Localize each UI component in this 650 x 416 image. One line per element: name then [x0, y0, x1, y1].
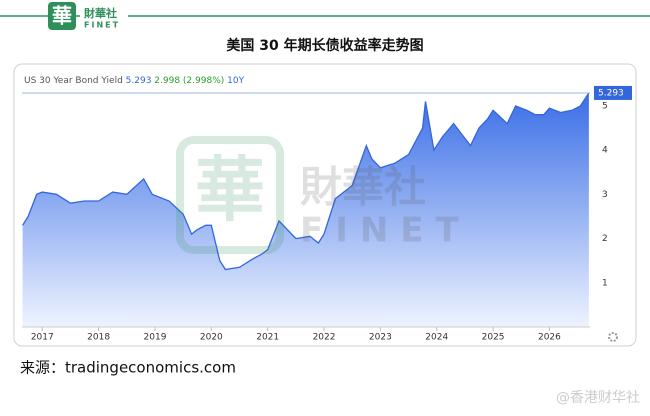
y-tick-label: 1 [602, 278, 608, 288]
source: 来源：tradingeconomics.com [20, 359, 236, 377]
x-tick-label: 2018 [87, 333, 110, 343]
watermark-logo: 華 財華社 FINET [176, 136, 471, 254]
x-tick-label: 2022 [313, 333, 336, 343]
x-tick-label: 2020 [200, 333, 223, 343]
x-tick-label: 2025 [482, 333, 505, 343]
logo-box [48, 2, 76, 30]
legend-period: 10Y [227, 76, 244, 86]
legend-value: 5.293 [126, 76, 152, 86]
y-tick-label: 2 [602, 234, 608, 244]
last-value-box [594, 85, 632, 100]
line [22, 92, 590, 271]
watermark: @香港财华社 [556, 390, 640, 406]
watermark-name: 財華社 [300, 163, 426, 212]
y-tick-label: 4 [602, 146, 608, 156]
logo-mark: 華 [52, 4, 72, 28]
x-tick-label: 2019 [144, 333, 167, 343]
x-tick-label: 2024 [425, 333, 448, 343]
logo-en: FINET [84, 21, 120, 30]
watermark-en: FINET [300, 211, 471, 251]
chart-title: 美国 30 年期长债收益率走势图 [226, 37, 423, 54]
area [22, 92, 589, 328]
logo-name: 財華社 [83, 6, 117, 20]
plot: 5.293 1 2 3 4 5 2017 2018 2019 2020 2021 2022 2023 20… [22, 85, 632, 343]
logo-bg [80, 6, 128, 30]
x-tick-label: 2017 [31, 333, 54, 343]
legend-change: 2.998 (2.998%) [154, 76, 224, 86]
x-tick-label: 2026 [538, 333, 561, 343]
y-tick-label: 3 [602, 190, 608, 200]
x-tick-label: 2021 [256, 333, 279, 343]
y-tick-label: 5 [602, 101, 608, 111]
x-tick-label: 2023 [369, 333, 392, 343]
legend-name: US 30 Year Bond Yield [24, 76, 123, 86]
settings-icon[interactable] [608, 332, 618, 342]
watermark-mark: 華 [195, 149, 265, 231]
legend: US 30 Year Bond Yield 5.293 2.998 (2.998… [24, 76, 245, 86]
last-value-label: 5.293 [598, 88, 624, 98]
